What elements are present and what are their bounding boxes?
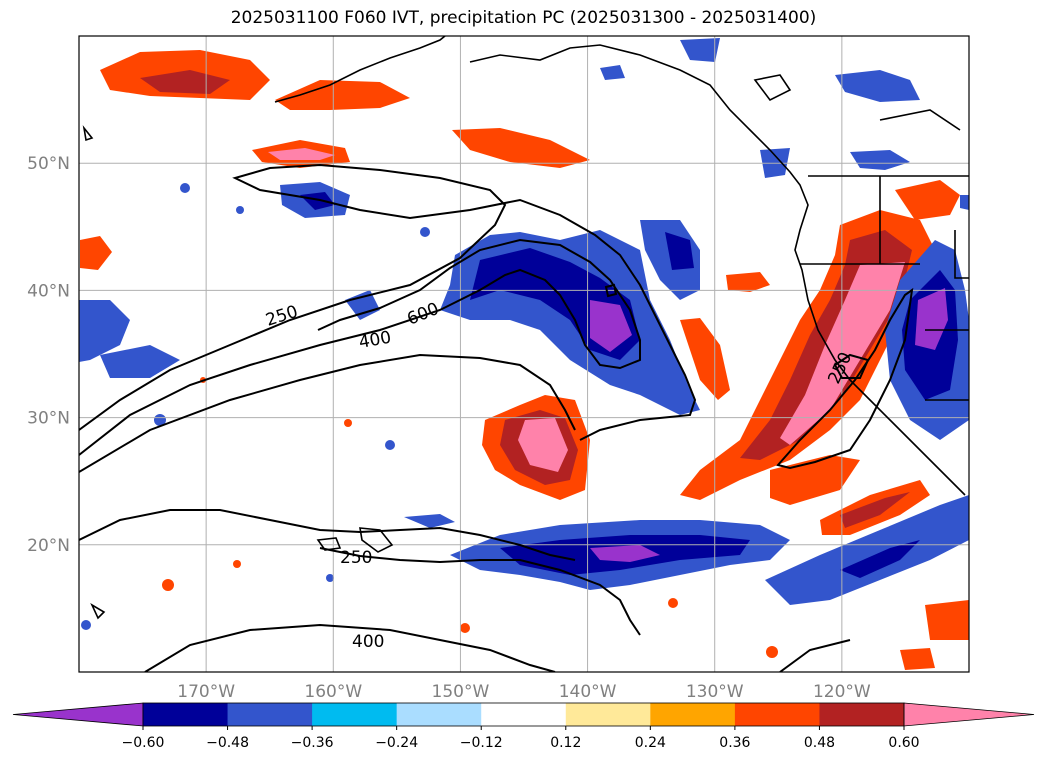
colorbar-segment xyxy=(650,703,736,726)
colorbar-tick-label: −0.24 xyxy=(375,735,418,751)
ivt-contours xyxy=(79,163,914,672)
colorbar-segment xyxy=(396,703,482,726)
colorbar-tick-label: −0.12 xyxy=(460,735,503,751)
colorbar-tick-label: 0.12 xyxy=(550,735,581,751)
longitude-tick-label: 130°W xyxy=(686,682,744,702)
colorbar-tick-label: 0.36 xyxy=(719,735,750,751)
precipitation-field xyxy=(79,36,969,672)
colorbar-segment xyxy=(481,703,567,726)
scattered-spots xyxy=(81,183,778,658)
positive-anomaly-region-1 xyxy=(80,50,590,270)
map-frame xyxy=(78,35,970,673)
longitude-tick-label: 140°W xyxy=(559,682,617,702)
colorbar: −0.60 −0.48 −0.36 −0.24 −0.12 0.12 0.24 0.36 0.4… xyxy=(12,702,1035,751)
negative-anomaly-region-5 xyxy=(600,38,790,178)
colorbar-segment xyxy=(312,703,398,726)
coastlines xyxy=(82,36,969,620)
colorbar-tick-label: 0.48 xyxy=(804,735,835,751)
longitude-tick-label: 160°W xyxy=(304,682,362,702)
colorbar-extend-low xyxy=(12,702,144,727)
latitude-labels: 50°N 40°N 30°N 20°N xyxy=(27,154,70,556)
colorbar-segment xyxy=(565,703,651,726)
map-title: 2025031100 F060 IVT, precipitation PC (2… xyxy=(230,8,817,28)
colorbar-tick-label: 0.60 xyxy=(888,735,919,751)
colorbar-tick-label: −0.36 xyxy=(291,735,334,751)
contour-label-400-south: 400 xyxy=(352,632,384,652)
colorbar-outline xyxy=(142,702,905,727)
longitude-labels: 170°W 160°W 150°W 140°W 130°W 120°W xyxy=(177,682,871,702)
latitude-tick-label: 30°N xyxy=(27,409,70,429)
colorbar-segment xyxy=(819,703,905,726)
latitude-tick-label: 40°N xyxy=(27,281,70,301)
colorbar-tick-label: −0.48 xyxy=(206,735,249,751)
longitude-tick-label: 170°W xyxy=(177,682,235,702)
latitude-tick-label: 50°N xyxy=(27,154,70,174)
colorbar-segment xyxy=(227,703,313,726)
latitude-tick-label: 20°N xyxy=(27,536,70,556)
colorbar-segment xyxy=(734,703,820,726)
negative-anomaly-region-1 xyxy=(79,182,380,378)
longitude-tick-label: 120°W xyxy=(813,682,871,702)
colorbar-tick-label: −0.60 xyxy=(122,735,165,751)
contour-label-250-south: 250 xyxy=(340,548,372,568)
colorbar-tick-label: 0.24 xyxy=(635,735,666,751)
longitude-tick-label: 150°W xyxy=(432,682,490,702)
positive-anomaly-region-2 xyxy=(482,395,590,500)
colorbar-extend-high xyxy=(903,702,1035,727)
colorbar-segment xyxy=(143,703,229,726)
